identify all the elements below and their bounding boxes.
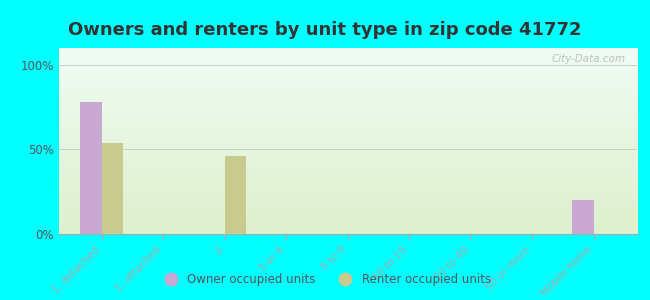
Bar [225, 156, 246, 234]
Bar [101, 143, 123, 234]
Bar [80, 102, 101, 234]
Bar [573, 200, 594, 234]
Text: Owners and renters by unit type in zip code 41772: Owners and renters by unit type in zip c… [68, 21, 582, 39]
Legend: Owner occupied units, Renter occupied units: Owner occupied units, Renter occupied un… [154, 269, 496, 291]
Text: City-Data.com: City-Data.com [551, 54, 625, 64]
